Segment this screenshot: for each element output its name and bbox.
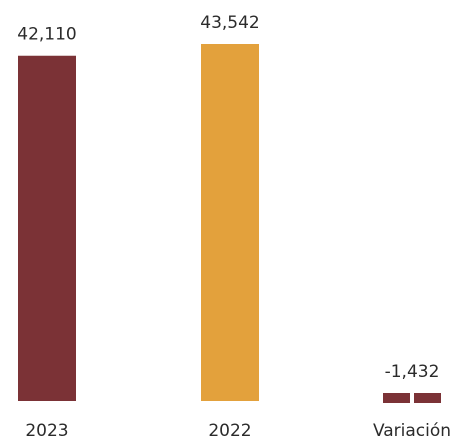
category-label-0: 2023	[25, 421, 68, 441]
value-label-1: 43,542	[200, 13, 259, 33]
bar-variacin-right	[414, 393, 441, 403]
value-label-0: 42,110	[17, 25, 76, 45]
category-label-1: 2022	[208, 421, 251, 441]
category-label-2: Variación	[373, 421, 451, 441]
bar-variacin-left	[383, 393, 410, 403]
bar-2023	[18, 55, 76, 402]
value-label-2: -1,432	[385, 362, 440, 382]
bar-2022	[201, 44, 259, 401]
